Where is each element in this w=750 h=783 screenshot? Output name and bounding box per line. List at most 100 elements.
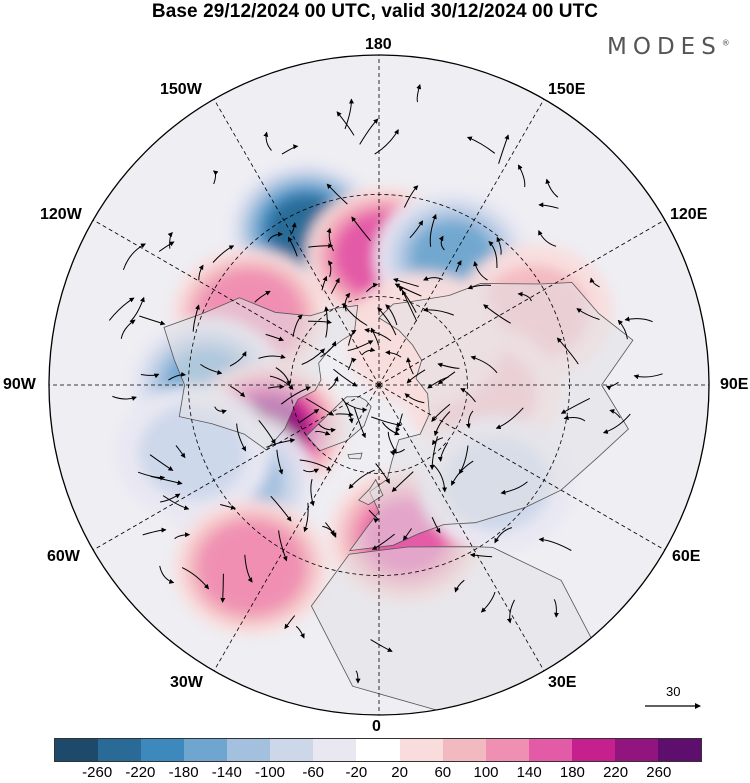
colorbar-tick-label: -140 — [211, 764, 242, 781]
wind-arrow — [466, 136, 496, 154]
lon-label-30e: 30E — [548, 674, 577, 691]
wind-arrow — [341, 397, 354, 424]
wind-arrow — [617, 319, 628, 340]
wind-arrow — [469, 552, 493, 558]
wind-arrow — [328, 260, 333, 278]
wind-arrow — [500, 481, 528, 495]
wind-arrow — [158, 241, 175, 252]
wind-arrow — [162, 495, 190, 511]
wind-arrow — [299, 459, 332, 471]
wind-arrow — [483, 304, 511, 324]
wind-arrow — [398, 286, 417, 313]
wind-arrow — [488, 241, 498, 269]
wind-arrow — [263, 131, 272, 151]
wind-arrow — [181, 567, 210, 590]
colorbar-swatch — [657, 739, 701, 761]
colorbar-tick-label: 260 — [646, 764, 672, 781]
wind-arrow — [405, 357, 414, 375]
wind-arrow — [348, 469, 375, 490]
wind-arrow — [389, 448, 405, 456]
colorbar-tick-label: 180 — [559, 764, 585, 781]
wind-arrow — [370, 327, 379, 346]
polar-map — [48, 54, 710, 716]
wind-arrow — [320, 340, 337, 358]
wind-arrow — [347, 357, 357, 371]
wind-arrow — [495, 407, 524, 430]
wind-arrow — [545, 178, 559, 198]
wind-arrow — [308, 243, 334, 249]
meridian — [213, 384, 380, 671]
anomaly-contour — [138, 405, 247, 500]
lon-label-90w: 90W — [3, 376, 36, 393]
wind-arrow — [394, 283, 422, 297]
wind-arrow — [368, 509, 380, 523]
colorbar-tick-label: -60 — [302, 764, 325, 781]
wind-arrow — [265, 333, 284, 342]
coastline — [347, 452, 363, 460]
anomaly-contour — [209, 530, 294, 604]
wind-arrow — [403, 528, 413, 541]
wind-arrow — [220, 504, 237, 510]
wind-arrow — [609, 409, 621, 419]
wind-arrow — [538, 537, 572, 551]
wind-arrow — [220, 573, 226, 603]
wind-arrow — [429, 436, 438, 471]
colorbar-swatch — [184, 739, 228, 761]
colorbar-swatch — [141, 739, 185, 761]
colorbar-swatch — [442, 739, 486, 761]
wind-arrow — [361, 347, 376, 356]
lon-label-120e: 120E — [670, 206, 708, 223]
wind-arrow — [305, 398, 335, 416]
colorbar-swatch — [614, 739, 658, 761]
wind-arrow — [167, 231, 173, 249]
wind-arrow — [229, 351, 247, 367]
wind-arrow — [244, 554, 253, 583]
colorbar-swatch — [571, 739, 615, 761]
wind-arrow — [287, 236, 298, 257]
wind-arrow — [387, 431, 397, 454]
wind-arrow — [139, 315, 166, 326]
wind-arrow — [375, 463, 390, 484]
wind-arrow — [465, 410, 474, 429]
wind-arrow — [433, 411, 451, 437]
wind-arrow — [377, 307, 397, 336]
lon-label-0: 0 — [372, 718, 381, 735]
wind-arrow — [538, 202, 559, 209]
wind-arrow — [280, 386, 311, 405]
wind-arrow — [326, 227, 334, 252]
colorbar-tick-label: -100 — [254, 764, 286, 781]
wind-arrow — [393, 277, 419, 287]
wind-arrow — [142, 527, 167, 536]
wind-arrow — [254, 290, 271, 303]
wind-arrow — [344, 292, 351, 312]
wind-arrow — [149, 454, 174, 471]
wind-arrow — [455, 260, 462, 273]
wind-arrow — [506, 599, 515, 624]
colorbar-swatch — [356, 739, 400, 761]
wind-arrow — [200, 363, 223, 375]
meridian — [378, 384, 545, 671]
lon-label-180: 180 — [365, 36, 392, 53]
wind-arrow — [401, 289, 418, 322]
wind-arrow — [236, 423, 247, 452]
wind-arrow — [353, 407, 366, 439]
wind-arrow — [284, 615, 296, 630]
wind-arrow — [556, 337, 579, 365]
wind-arrow — [214, 406, 227, 415]
colorbar-swatch — [399, 739, 443, 761]
wind-arrow — [336, 111, 355, 136]
wind-vectors — [108, 83, 663, 684]
wind-arrow — [429, 213, 437, 247]
wind-arrow — [175, 445, 186, 459]
colorbar — [54, 738, 702, 762]
wind-arrow — [168, 371, 187, 381]
wind-arrow — [633, 373, 663, 380]
meridian — [378, 99, 545, 386]
wind-arrow — [321, 275, 328, 291]
wind-arrow — [174, 532, 191, 540]
wind-arrow — [335, 411, 354, 417]
lon-label-60w: 60W — [47, 548, 80, 565]
coastline — [163, 297, 359, 451]
wind-arrow — [473, 260, 488, 281]
map-border — [48, 54, 710, 716]
